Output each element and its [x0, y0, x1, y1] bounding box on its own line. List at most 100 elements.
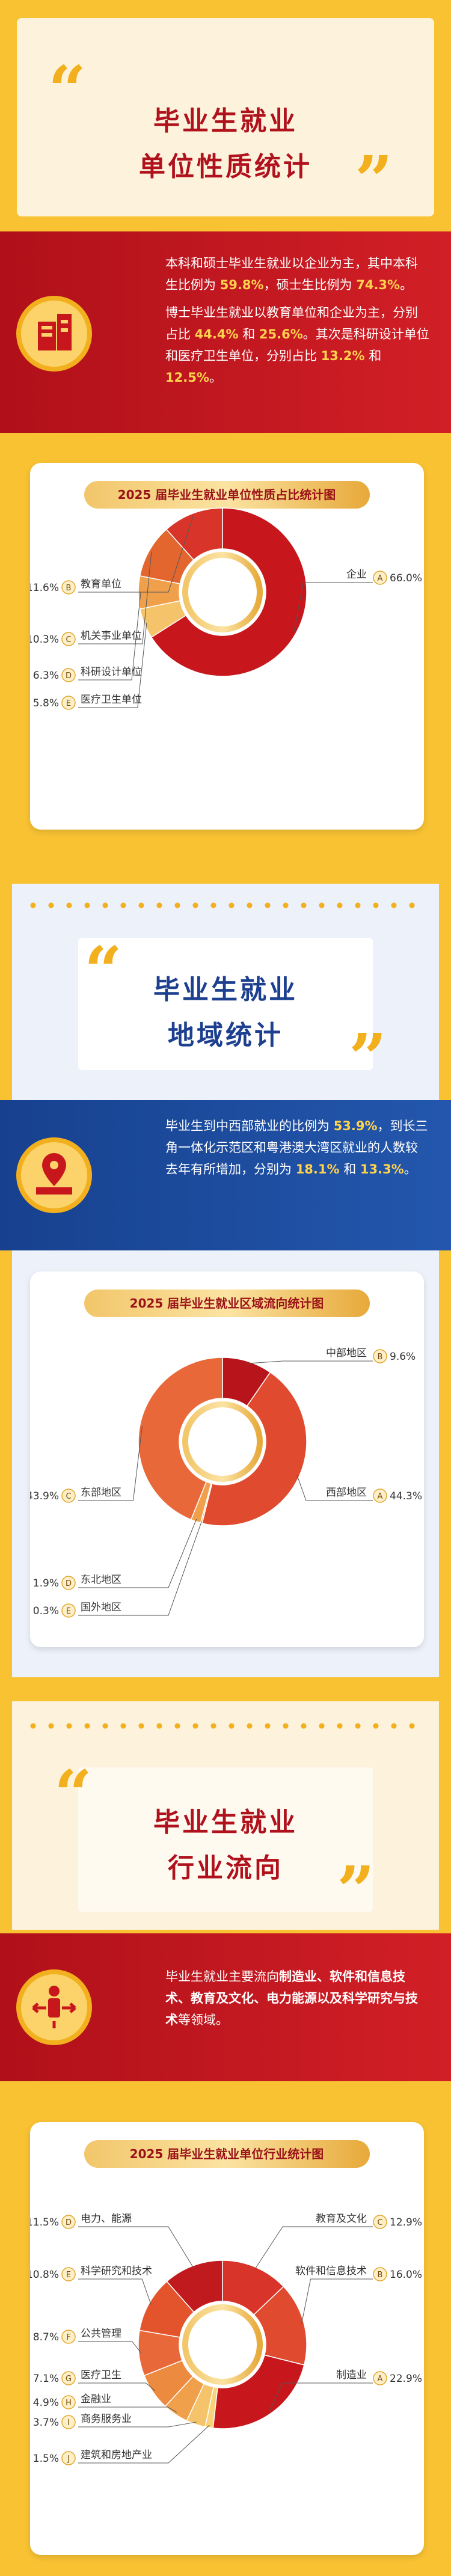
leader-line: [78, 2406, 177, 2413]
marker: H: [66, 2399, 72, 2408]
marker-circle: [373, 2215, 387, 2229]
category-label: 企业: [346, 569, 367, 581]
quote-mark: “: [54, 1755, 93, 1833]
text-segment: 53.9%: [333, 1119, 378, 1133]
value-label: 9.6%: [390, 1351, 416, 1363]
donut-ring: [182, 2304, 263, 2385]
chart-title: 2025 届毕业生就业单位行业统计图: [130, 2147, 324, 2161]
marker: C: [66, 1492, 71, 1501]
title-line: 行业流向: [168, 1853, 283, 1883]
text-segment: 59.8%: [219, 278, 264, 292]
category-label: 建筑和房地产业: [81, 2449, 152, 2461]
title-line: 地域统计: [168, 1020, 283, 1051]
value-label: 10.8%: [30, 2269, 59, 2281]
marker-circle: [61, 2330, 76, 2344]
marker: D: [66, 1579, 72, 1588]
marker: D: [66, 672, 72, 681]
quote-mark: “: [48, 51, 87, 129]
category-label: 机关事业单位: [81, 630, 142, 642]
value-label: 4.9%: [33, 2397, 59, 2409]
leader-line: [78, 2382, 156, 2391]
value-label: 44.3%: [390, 1490, 422, 1502]
marker-circle: [61, 2267, 76, 2281]
leader-line: [78, 2422, 197, 2428]
paragraph: 博士毕业生就业以教育单位和企业为主，分别占比 44.4% 和 25.6%。其次是…: [165, 302, 430, 388]
title-panel: [78, 1767, 373, 1912]
marker-circle: [61, 668, 76, 682]
marker: A: [378, 574, 383, 583]
category-label: 国外地区: [81, 1602, 121, 1614]
section-title: 毕业生就业 地域统计: [0, 968, 451, 1052]
leader-line: [78, 1426, 143, 1501]
chart-card: 2025 届毕业生就业单位性质占比统计图 企业 A 66.0% 医疗卫生单位 E 5.8% 科…: [26, 463, 424, 830]
category-label: 西部地区: [326, 1487, 367, 1499]
leader-line: [78, 2278, 152, 2305]
paragraph: 毕业生就业主要流向制造业、软件和信息技术、教育及文化、电力能源以及科学研究与技术…: [165, 1966, 430, 2031]
leader-line: [78, 592, 141, 681]
value-label: 12.9%: [390, 2217, 422, 2229]
quote-mark: ”: [337, 1852, 375, 1929]
text-segment: 44.4%: [194, 327, 239, 341]
category-label: 商务服务业: [81, 2413, 132, 2425]
text-segment: 25.6%: [259, 327, 303, 341]
value-label: 6.3%: [33, 670, 59, 682]
text-segment: 。: [400, 278, 413, 292]
chart-card: 2025 届毕业生就业单位行业统计图 教育及文化 C 12.9% 软件和信息技术 B 16.…: [26, 2122, 424, 2555]
text-segment: 和: [339, 1162, 360, 1176]
text-segment: 毕业生就业主要流向: [165, 1969, 279, 1984]
marker-circle: [61, 2415, 76, 2429]
value-label: 10.3%: [30, 634, 59, 646]
category-label: 科学研究和技术: [81, 2265, 152, 2277]
chart-title: 2025 届毕业生就业单位性质占比统计图: [118, 488, 336, 502]
donut-hole: [179, 2301, 266, 2388]
text-segment: ，硕士生比例为: [263, 278, 357, 292]
donut-hole: [179, 1398, 266, 1485]
donut-ring: [182, 1401, 263, 1482]
paragraph: 毕业生到中西部就业的比例为 53.9%，到长三角一体化示范区和粤港澳大湾区就业的…: [165, 1115, 430, 1180]
category-label: 中部地区: [326, 1347, 367, 1359]
category-label: 东部地区: [81, 1487, 121, 1499]
title-panel: [78, 938, 373, 1070]
value-label: 11.6%: [30, 582, 59, 594]
leader-line: [78, 1519, 197, 1588]
value-label: 8.7%: [33, 2331, 59, 2343]
leader-line: [78, 515, 194, 593]
marker-circle: [61, 1576, 76, 1590]
paragraphs: 毕业生到中西部就业的比例为 53.9%，到长三角一体化示范区和粤港澳大湾区就业的…: [165, 1115, 430, 1186]
marker: B: [378, 1353, 383, 1362]
chart-title-pill: [84, 1290, 370, 1317]
title-line: 单位性质统计: [139, 151, 312, 182]
marker: F: [66, 2333, 70, 2342]
text-segment: 和: [364, 349, 382, 363]
category-label: 医疗卫生: [81, 2369, 121, 2381]
leader-line: [254, 2226, 373, 2270]
marker-circle: [373, 571, 387, 585]
value-label: 66.0%: [390, 572, 422, 584]
category-label: 公共管理: [81, 2328, 121, 2340]
leader-line: [78, 622, 147, 708]
chart-title-pill: [84, 481, 370, 509]
title-line: 毕业生就业: [153, 974, 298, 1005]
quote-mark: ”: [349, 1019, 387, 1097]
icon: [16, 296, 92, 372]
leader-line: [78, 551, 152, 644]
marker-circle: [61, 2215, 76, 2229]
text-segment: 。: [209, 370, 222, 385]
text-segment: 12.5%: [165, 370, 209, 385]
marker-circle: [61, 2451, 76, 2465]
value-label: 16.0%: [390, 2269, 422, 2281]
category-label: 教育单位: [81, 578, 121, 590]
marker: I: [67, 2418, 70, 2428]
value-label: 11.5%: [30, 2217, 59, 2229]
leader-line: [301, 2278, 373, 2324]
text-segment: 。其次是科研设计单位和医疗卫生单位，分别占比: [165, 327, 429, 363]
chart-title: 2025 届毕业生就业区域流向统计图: [130, 1296, 324, 1311]
text-segment: 毕业生到中西部就业的比例为: [165, 1119, 334, 1133]
marker-circle: [373, 2267, 387, 2281]
value-label: 43.9%: [30, 1490, 59, 1502]
category-label: 软件和信息技术: [295, 2265, 367, 2277]
